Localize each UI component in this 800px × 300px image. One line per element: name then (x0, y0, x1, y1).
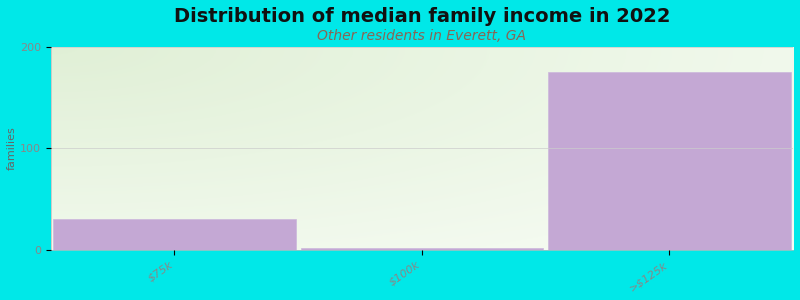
Text: Other residents in Everett, GA: Other residents in Everett, GA (318, 29, 526, 43)
Bar (53, 219, 295, 250)
Y-axis label: families: families (7, 126, 17, 170)
Title: Distribution of median family income in 2022: Distribution of median family income in … (174, 7, 670, 26)
Bar (301, 248, 543, 250)
Bar (548, 72, 790, 250)
